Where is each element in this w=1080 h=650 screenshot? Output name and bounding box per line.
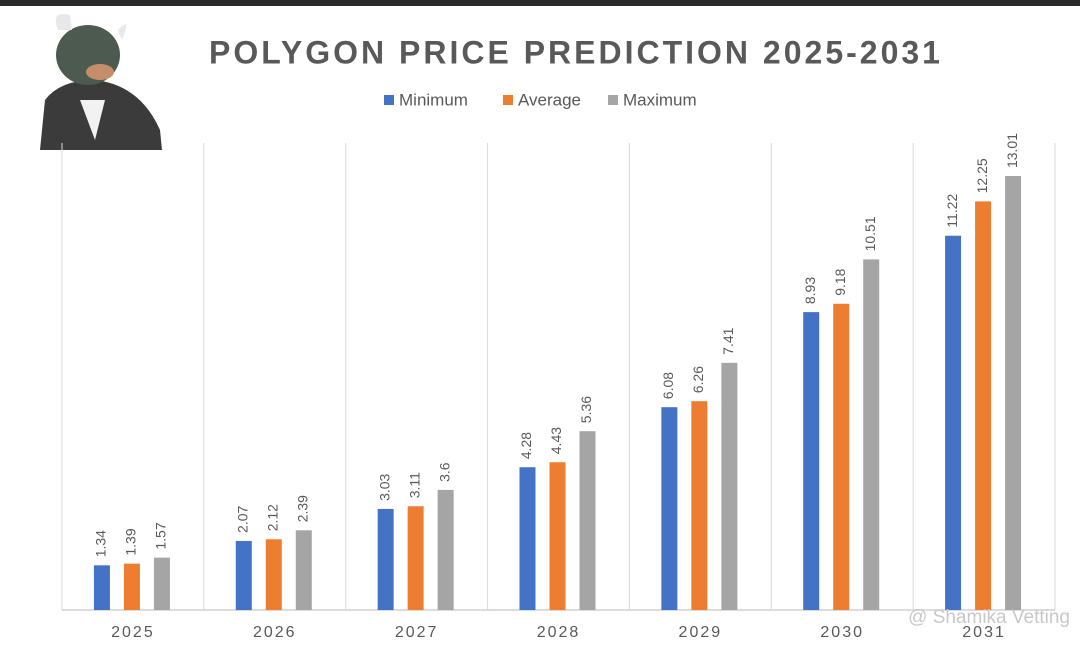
value-label: 7.41	[720, 327, 736, 354]
value-label: 3.11	[406, 472, 422, 498]
x-tick-label: 2031	[962, 624, 1006, 641]
value-label: 2.39	[294, 495, 310, 522]
value-label: 12.25	[974, 158, 990, 193]
value-label: 1.34	[93, 530, 109, 557]
value-label: 4.43	[548, 427, 564, 454]
bar	[1005, 176, 1022, 611]
value-label: 2.07	[234, 505, 250, 532]
value-label: 5.36	[578, 396, 594, 423]
watermark: @ Shamika Vetting	[908, 607, 1070, 628]
bar	[295, 530, 312, 610]
plot-area: 2025 1.34 1.39 1.57 2026 2.07 2.12 2.39 2027 3.03…	[61, 133, 1056, 641]
legend-label: Average	[518, 90, 581, 109]
value-label: 2.12	[264, 504, 280, 531]
bar	[549, 462, 566, 610]
top-bar	[0, 0, 1080, 6]
x-tick-label: 2026	[253, 624, 297, 641]
mascot	[40, 14, 162, 150]
x-tick-label: 2030	[820, 624, 864, 641]
bar	[519, 467, 536, 610]
legend-label: Maximum	[623, 90, 697, 109]
bar	[377, 508, 394, 610]
bar	[803, 312, 820, 610]
bar	[833, 303, 850, 610]
bar	[153, 557, 170, 610]
x-tick-label: 2025	[111, 624, 155, 641]
value-label: 1.57	[153, 522, 169, 549]
bar	[123, 563, 140, 610]
bar	[579, 431, 596, 610]
bar	[945, 235, 962, 611]
chart-title: POLYGON PRICE PREDICTION 2025-2031	[209, 34, 943, 70]
bar	[691, 401, 708, 610]
value-label: 8.93	[802, 277, 818, 304]
value-label: 3.6	[436, 462, 452, 482]
bar	[407, 506, 424, 610]
bar	[975, 201, 992, 610]
value-label: 6.08	[660, 372, 676, 399]
bar	[93, 565, 110, 610]
bar	[661, 407, 678, 610]
value-label: 10.51	[862, 216, 878, 251]
legend-swatch	[384, 95, 394, 105]
value-label: 1.39	[123, 528, 139, 555]
value-label: 6.26	[690, 366, 706, 393]
bar	[863, 259, 880, 610]
value-label: 13.01	[1004, 133, 1020, 168]
legend-label: Minimum	[399, 90, 468, 109]
bar	[437, 489, 454, 610]
value-label: 3.03	[376, 473, 392, 500]
value-label: 4.28	[518, 432, 534, 459]
bar	[721, 362, 738, 610]
legend-swatch	[503, 95, 513, 105]
x-tick-label: 2028	[537, 624, 581, 641]
bar	[235, 540, 252, 610]
x-tick-label: 2029	[679, 624, 723, 641]
bar	[265, 539, 282, 610]
legend-swatch	[608, 95, 618, 105]
value-label: 11.22	[944, 194, 960, 228]
legend: Minimum Average Maximum	[384, 90, 697, 109]
value-label: 9.18	[832, 268, 848, 295]
x-tick-label: 2027	[395, 624, 439, 641]
